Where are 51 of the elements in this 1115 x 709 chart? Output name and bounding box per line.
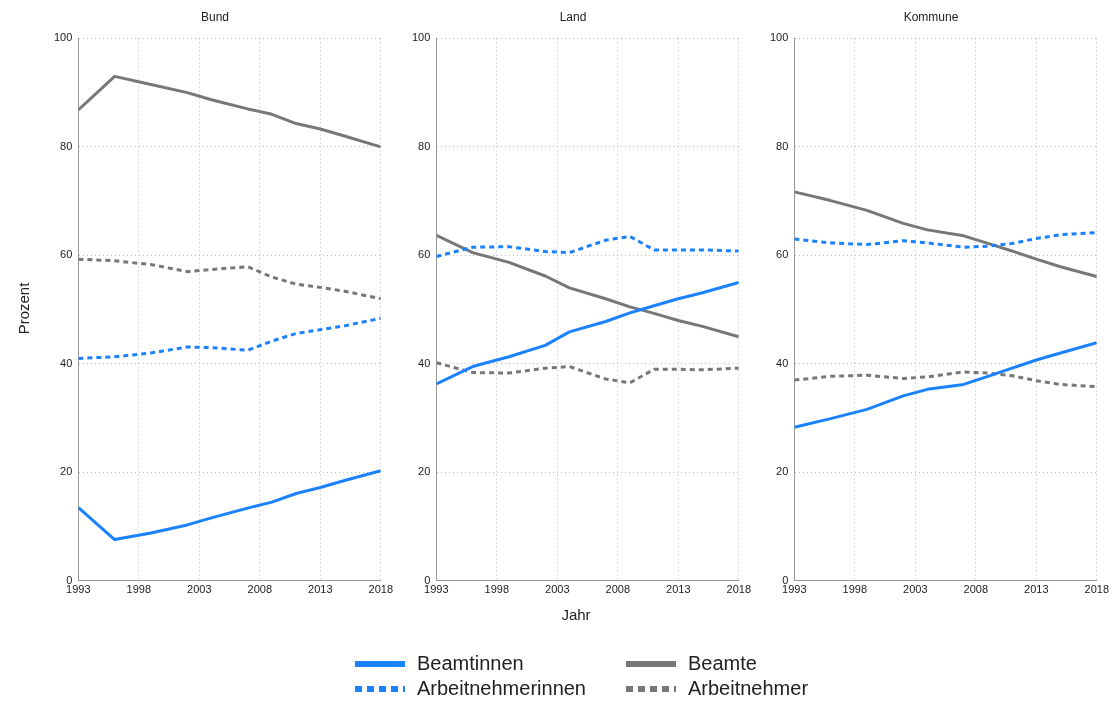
legend-label: Arbeitnehmer bbox=[688, 677, 809, 700]
x-tick-label: 2008 bbox=[963, 583, 989, 596]
x-tick-label: 2008 bbox=[247, 583, 273, 596]
x-tick-label: 2003 bbox=[187, 583, 212, 596]
line-series bbox=[78, 316, 381, 360]
x-tick-label: 2003 bbox=[903, 583, 928, 596]
x-tick-label: 1993 bbox=[782, 583, 807, 596]
y-tick-label: 40 bbox=[776, 356, 789, 369]
x-tick-label: 2013 bbox=[308, 583, 333, 596]
y-tick-label: 20 bbox=[776, 465, 789, 478]
x-tick-label: 2008 bbox=[605, 583, 631, 596]
y-axis-title: Prozent bbox=[15, 282, 33, 335]
y-tick-label: 60 bbox=[776, 248, 789, 261]
x-tick-label: 2003 bbox=[545, 583, 570, 596]
line-series bbox=[794, 370, 1097, 389]
x-tick-label: 2018 bbox=[1084, 583, 1110, 596]
x-tick-label: 2018 bbox=[726, 583, 752, 596]
legend-label: Beamtinnen bbox=[417, 652, 524, 675]
chart-title: Land bbox=[559, 9, 587, 24]
y-tick-label: 20 bbox=[60, 465, 73, 478]
x-tick-label: 1998 bbox=[842, 583, 868, 596]
chart-title: Bund bbox=[200, 9, 230, 24]
y-tick-label: 60 bbox=[60, 248, 73, 261]
x-tick-label: 2013 bbox=[666, 583, 691, 596]
x-tick-label: 1998 bbox=[126, 583, 152, 596]
legend-label: Arbeitnehmerinnen bbox=[417, 677, 586, 700]
x-tick-label: 1998 bbox=[484, 583, 510, 596]
y-tick-label: 100 bbox=[411, 31, 431, 44]
y-tick-label: 80 bbox=[776, 139, 789, 152]
y-tick-label: 100 bbox=[769, 31, 789, 44]
y-tick-label: 100 bbox=[53, 31, 73, 44]
line-series bbox=[794, 231, 1097, 249]
y-tick-label: 60 bbox=[418, 248, 431, 261]
y-tick-label: 0 bbox=[782, 573, 789, 586]
x-tick-label: 1993 bbox=[66, 583, 91, 596]
x-axis-title: Jahr bbox=[560, 606, 592, 623]
x-tick-label: 2018 bbox=[368, 583, 394, 596]
line-series bbox=[78, 257, 381, 301]
line-series bbox=[436, 234, 739, 258]
line-series bbox=[436, 361, 739, 385]
x-tick-label: 2013 bbox=[1024, 583, 1049, 596]
chart-title: Kommune bbox=[903, 9, 959, 24]
y-tick-label: 40 bbox=[418, 356, 431, 369]
y-tick-label: 20 bbox=[418, 465, 431, 478]
legend-label: Beamte bbox=[688, 652, 757, 675]
x-tick-label: 1993 bbox=[424, 583, 449, 596]
y-tick-label: 0 bbox=[424, 573, 431, 586]
y-tick-label: 40 bbox=[60, 356, 73, 369]
y-tick-label: 80 bbox=[418, 139, 431, 152]
y-tick-label: 80 bbox=[60, 139, 73, 152]
y-tick-label: 0 bbox=[66, 573, 73, 586]
